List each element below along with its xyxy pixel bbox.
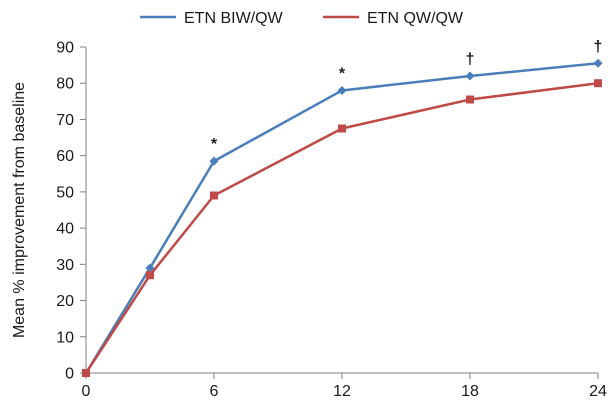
data-point (593, 58, 603, 68)
legend-item: ETN BIW/QW (140, 10, 284, 27)
data-point (465, 71, 475, 81)
y-axis: 0 10 20 30 40 50 60 70 80 90 (56, 40, 87, 383)
significance-marker: † (466, 51, 475, 68)
y-tick-label: 10 (56, 329, 74, 346)
y-tick-label: 50 (56, 184, 74, 201)
series-layer (81, 58, 603, 378)
x-tick-label: 18 (461, 383, 479, 400)
series-2 (82, 79, 602, 377)
series-line (84, 81, 599, 374)
series-1 (81, 58, 603, 378)
data-point (210, 191, 218, 200)
data-point (466, 95, 474, 104)
data-point (145, 263, 155, 273)
x-tick-label: 24 (589, 383, 607, 400)
annotation-layer: * * † † (211, 38, 603, 153)
y-tick-label: 30 (56, 257, 74, 274)
x-tick-label: 12 (333, 383, 351, 400)
significance-marker: * (339, 65, 346, 82)
data-point (209, 156, 219, 166)
y-tick-label: 80 (56, 76, 74, 93)
y-tick-label: 0 (65, 366, 74, 383)
legend-label: ETN QW/QW (367, 10, 464, 27)
significance-marker: † (594, 38, 603, 55)
y-tick-label: 60 (56, 148, 74, 165)
y-tick-label: 40 (56, 221, 74, 238)
data-point (82, 369, 90, 377)
y-axis-title: Mean % improvement from baseline (11, 82, 28, 338)
legend-label: ETN BIW/QW (184, 10, 284, 27)
series-line (84, 62, 599, 374)
significance-marker: * (211, 136, 218, 153)
x-tick-label: 0 (82, 383, 91, 400)
legend: ETN BIW/QW ETN QW/QW (140, 10, 464, 27)
x-tick-label: 6 (210, 383, 219, 400)
data-point (594, 79, 602, 88)
data-point (338, 124, 346, 133)
y-tick-label: 90 (56, 40, 74, 57)
data-point (146, 271, 154, 280)
y-tick-label: 20 (56, 293, 74, 310)
y-tick-label: 70 (56, 112, 74, 129)
data-point (337, 85, 347, 95)
x-axis: 0 6 12 18 24 (82, 372, 607, 400)
legend-item: ETN QW/QW (323, 10, 464, 27)
